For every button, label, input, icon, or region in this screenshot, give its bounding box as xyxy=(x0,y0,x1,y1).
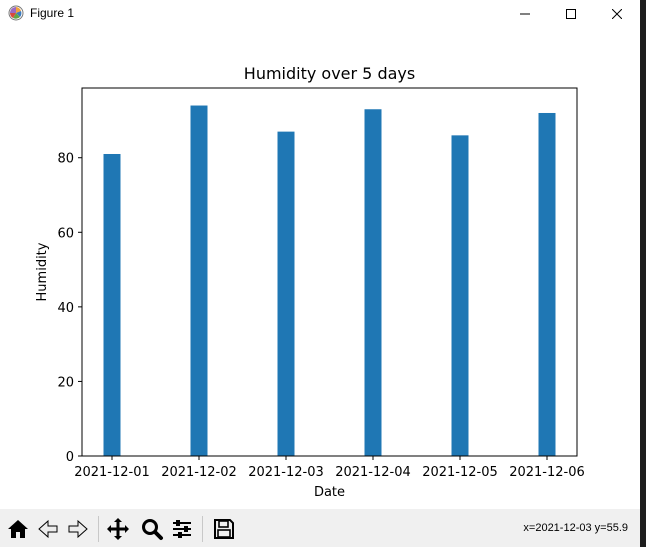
home-button[interactable] xyxy=(4,515,32,543)
home-icon xyxy=(8,520,28,538)
forward-button[interactable] xyxy=(64,515,92,543)
cursor-coordinates: x=2021-12-03 y=55.9 xyxy=(523,522,628,534)
x-tick-label: 2021-12-01 xyxy=(74,465,150,480)
minimize-icon xyxy=(520,13,530,15)
save-button[interactable] xyxy=(210,515,238,543)
minimize-button[interactable] xyxy=(502,0,548,28)
x-tick-label: 2021-12-06 xyxy=(509,465,585,480)
toolbar-separator xyxy=(202,516,203,542)
x-tick-label: 2021-12-03 xyxy=(248,465,324,480)
x-tick-label: 2021-12-02 xyxy=(161,465,237,480)
chart-title: Humidity over 5 days xyxy=(244,64,415,83)
y-tick-label: 80 xyxy=(57,152,74,167)
y-tick-label: 20 xyxy=(57,375,74,390)
configure-subplots-button[interactable] xyxy=(168,515,196,543)
navigation-toolbar: x=2021-12-03 y=55.9 xyxy=(0,509,640,547)
save-icon xyxy=(214,519,234,539)
x-axis-label: Date xyxy=(314,485,345,500)
maximize-icon xyxy=(566,9,576,19)
x-tick-label: 2021-12-05 xyxy=(422,465,498,480)
bar xyxy=(277,131,295,456)
configure-subplots-icon xyxy=(173,520,191,538)
matplotlib-logo-icon xyxy=(8,5,24,21)
maximize-button[interactable] xyxy=(548,0,594,28)
x-tick-label: 2021-12-04 xyxy=(335,465,411,480)
y-tick-label: 60 xyxy=(57,226,74,241)
back-button[interactable] xyxy=(34,515,62,543)
zoom-icon xyxy=(142,519,163,540)
close-button[interactable] xyxy=(594,0,640,28)
window-title: Figure 1 xyxy=(30,6,75,20)
bar xyxy=(364,109,382,456)
background-editor-strip xyxy=(640,0,646,547)
back-icon xyxy=(38,519,58,539)
axes-frame xyxy=(81,87,578,457)
pan-button[interactable] xyxy=(104,515,132,543)
y-tick-label: 40 xyxy=(57,301,74,316)
figure-canvas[interactable]: 0 20 40 60 80 2021-12-01 2021-12-02 2021-12-03 2… xyxy=(0,28,640,509)
bar xyxy=(190,105,208,457)
y-tick-label: 0 xyxy=(66,450,74,465)
toolbar-separator xyxy=(98,516,99,542)
y-axis-label: Humidity xyxy=(35,242,50,301)
bar xyxy=(538,112,556,457)
bar xyxy=(103,153,121,456)
bar-chart: 0 20 40 60 80 2021-12-01 2021-12-02 2021-12-03 2… xyxy=(35,64,585,500)
zoom-button[interactable] xyxy=(138,515,166,543)
bar xyxy=(451,135,469,456)
pan-icon xyxy=(107,518,129,540)
title-bar: Figure 1 xyxy=(0,0,640,28)
forward-icon xyxy=(68,519,88,539)
close-icon xyxy=(612,9,622,19)
